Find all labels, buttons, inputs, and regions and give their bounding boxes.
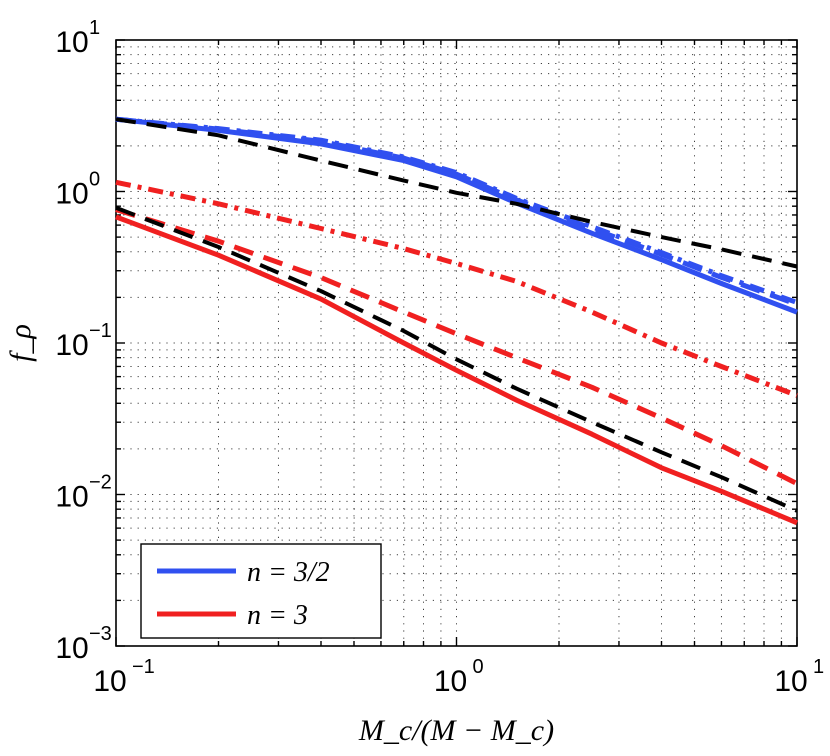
- series-line-n-3-dash-dot: [115, 179, 798, 398]
- y-tick-label-exponent: −3: [89, 623, 112, 645]
- x-tick-label-base: 10: [93, 665, 126, 698]
- y-axis-label: f_ρ: [4, 324, 37, 362]
- x-tick-label: 10 0: [434, 656, 484, 698]
- series-line-n-3-2-reference-black-dashed: [115, 117, 798, 269]
- legend-label-1: n = 3/2: [247, 557, 330, 588]
- y-tick-label: 10 1: [55, 17, 100, 59]
- y-tick-label: 10 −3: [55, 623, 112, 665]
- series-line-n-3-2-dash-dot: [115, 116, 798, 305]
- y-tick-label-exponent: 0: [89, 169, 100, 191]
- x-tick-label: 10 1: [774, 656, 824, 698]
- y-tick-label-base: 10: [55, 329, 88, 362]
- legend-box: [140, 543, 382, 639]
- x-tick-label: 10 −1: [93, 656, 155, 698]
- x-tick-label-exponent: 0: [473, 656, 484, 678]
- legend: n = 3/2 n = 3: [140, 543, 382, 639]
- x-tick-label-exponent: −1: [132, 656, 155, 678]
- y-tick-label-base: 10: [55, 26, 88, 59]
- y-tick-label-base: 10: [55, 481, 88, 514]
- series-layer: [115, 116, 799, 526]
- y-tick-label: 10 0: [55, 169, 100, 211]
- y-tick-label-exponent: −1: [89, 320, 112, 342]
- series-line-n-3-2-solid: [115, 116, 798, 315]
- legend-label-2: n = 3: [247, 600, 308, 631]
- y-tick-label-base: 10: [55, 632, 88, 665]
- tick-layer: [115, 39, 798, 647]
- y-tick-label: 10 −1: [55, 320, 112, 362]
- y-tick-label-exponent: −2: [89, 472, 112, 494]
- x-tick-label-exponent: 1: [813, 656, 824, 678]
- y-tick-label-base: 10: [55, 178, 88, 211]
- x-tick-label-base: 10: [434, 665, 467, 698]
- series-line-n-3-solid: [115, 214, 798, 526]
- x-axis-label: M_c/(M − M_c): [358, 714, 554, 747]
- series-line-n-3-reference-black-dashed: [115, 205, 798, 513]
- series-line-n-3-dashed: [115, 207, 799, 486]
- x-tick-label-base: 10: [774, 665, 807, 698]
- labels-layer: 10 −1 10 0 10 110 −310 −210 −110 010 1: [55, 17, 824, 698]
- axis-label-layer: M_c/(M − M_c) f_ρ: [4, 324, 554, 747]
- y-tick-label: 10 −2: [55, 472, 112, 514]
- y-tick-label-exponent: 1: [89, 17, 100, 39]
